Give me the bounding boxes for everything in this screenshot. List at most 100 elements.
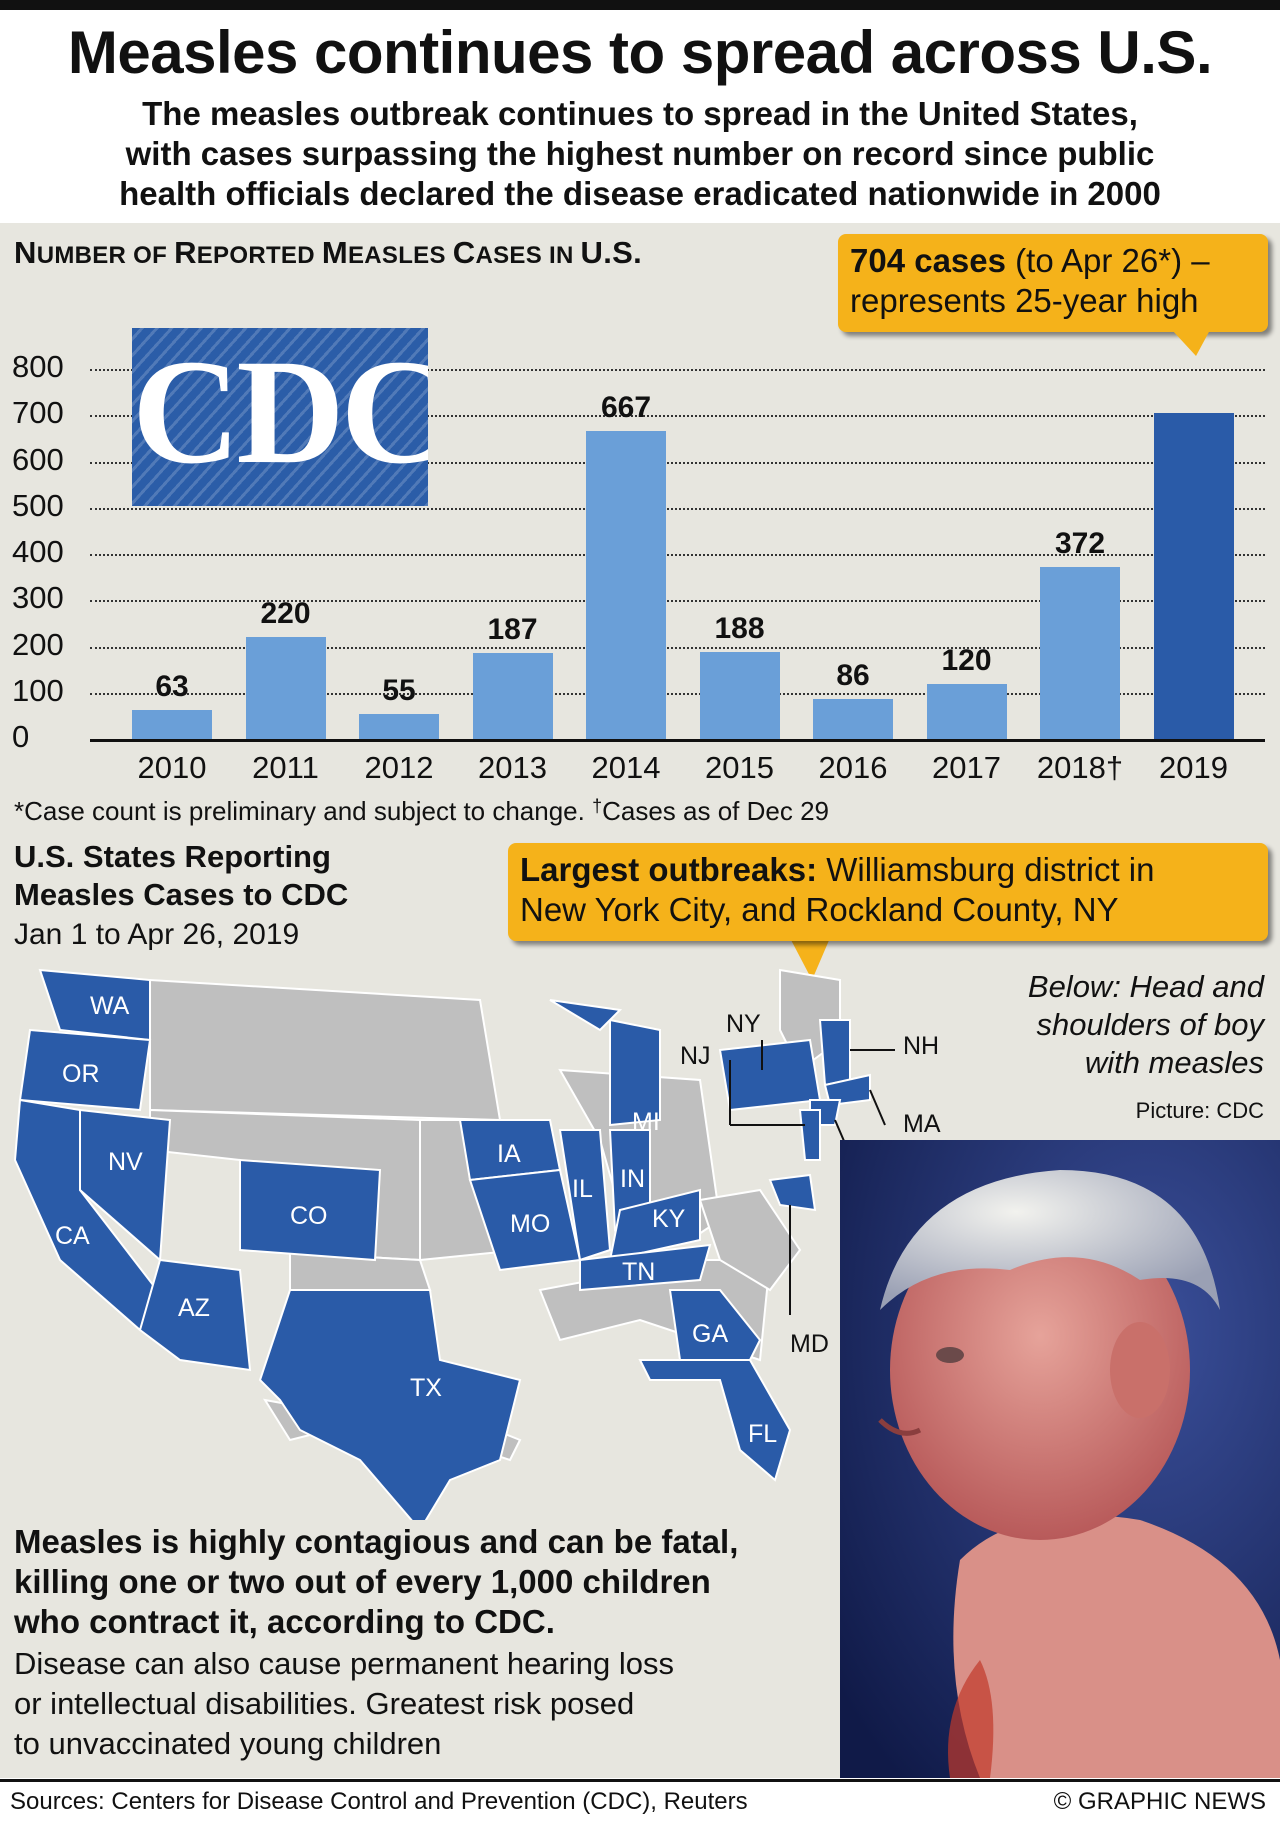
state-ky <box>608 1188 701 1262</box>
boy-with-measles-photo <box>840 1140 1280 1778</box>
ear <box>1110 1322 1170 1418</box>
state-label-ny: NY <box>726 1010 761 1038</box>
x-tick-label: 2016 <box>818 750 888 785</box>
x-tick-label: 2010 <box>137 750 207 785</box>
bar-value-label: 63 <box>155 669 189 703</box>
callout-2019-line2: represents 25-year high <box>850 282 1199 319</box>
x-tick-label: 2017 <box>932 750 1001 785</box>
sources: Sources: Centers for Disease Control and… <box>10 1788 748 1815</box>
callout-2019-text: (to Apr 26*) – <box>1006 242 1210 279</box>
bar-2015 <box>699 652 780 739</box>
bar-2019 <box>1153 413 1234 739</box>
state-tn <box>579 1243 712 1292</box>
x-tick-label: 2012 <box>364 750 434 785</box>
photo-illustration <box>840 1140 1280 1778</box>
us-map-svg <box>13 968 895 1532</box>
state-ga <box>668 1289 762 1361</box>
bar-value-label: 667 <box>600 390 652 424</box>
mouth <box>878 1418 922 1436</box>
x-axis-line <box>90 739 1265 742</box>
x-tick-label: 2018† <box>1036 750 1124 785</box>
subtitle-line: health officials declared the disease er… <box>119 175 1161 212</box>
callout-outbreaks-text: Williamsburg district in <box>817 851 1155 888</box>
gridline <box>90 554 1265 556</box>
chart-title: NUMBER OF REPORTED MEASLES CASES IN U.S. <box>14 235 643 270</box>
shirt-detail <box>948 1660 994 1778</box>
bar-value-label: 86 <box>836 659 870 693</box>
state-label-or: OR <box>62 1060 100 1088</box>
y-tick-label: 800 <box>12 349 64 384</box>
y-tick-label: 400 <box>12 534 64 569</box>
map-title-line2: Measles Cases to CDC <box>14 877 349 912</box>
gridline <box>90 646 1265 649</box>
state-ny <box>718 1038 822 1112</box>
body-text: Disease can also cause permanent hearing… <box>14 1646 674 1761</box>
gridline <box>90 600 1265 603</box>
state-north-plains <box>149 978 502 1122</box>
state-label-in: IN <box>620 1165 645 1193</box>
y-tick-label: 200 <box>12 626 64 662</box>
gridline <box>90 461 1265 464</box>
state-label-nv: NV <box>108 1148 143 1176</box>
bar-2010 <box>132 709 212 739</box>
y-tick-label: 0 <box>12 719 30 754</box>
state-label-ia: IA <box>497 1140 521 1168</box>
state-label-ky: KY <box>652 1205 686 1233</box>
gridline <box>90 369 1265 371</box>
state-label-tx: TX <box>410 1374 442 1402</box>
subtitle-line: The measles outbreak continues to spread… <box>142 95 1138 132</box>
y-tick-label: 300 <box>12 580 64 616</box>
bar-value-label: 55 <box>382 673 416 707</box>
logo-text: CDC <box>132 329 428 495</box>
x-tick-label: 2014 <box>591 750 661 785</box>
callout-outbreaks-bold: Largest outbreaks: <box>520 851 818 888</box>
state-label-mi: MI <box>632 1108 660 1136</box>
state-label-mo: MO <box>510 1210 551 1238</box>
x-tick-label: 2013 <box>478 750 547 785</box>
copyright: © GRAPHIC NEWS <box>1053 1788 1266 1815</box>
y-tick-label: 600 <box>12 441 64 477</box>
bar-2016 <box>813 699 893 739</box>
bar-value-label: 187 <box>487 612 538 646</box>
state-co <box>239 1158 382 1262</box>
bar-2013 <box>472 652 553 739</box>
cdc-logo: CDC <box>132 328 428 506</box>
x-tick-label: 2019 <box>1159 750 1228 785</box>
us-map: WA OR CA NV AZ CO TX IA MO IL IN MI KY T… <box>0 960 941 1532</box>
state-label-wa: WA <box>90 992 130 1020</box>
x-tick-label: 2011 <box>252 750 319 785</box>
bar-2017 <box>926 683 1007 739</box>
y-tick-label: 100 <box>12 672 64 708</box>
state-or <box>18 1028 152 1112</box>
state-ma <box>823 1073 871 1107</box>
state-label-nj: NJ <box>680 1042 711 1070</box>
bar-2011 <box>245 637 326 739</box>
gridline <box>90 507 1265 510</box>
subtitle-line: with cases surpassing the highest number… <box>125 135 1155 172</box>
state-md <box>768 1173 817 1212</box>
map-title: U.S. States Reporting Measles Cases to C… <box>14 838 348 914</box>
state-label-nh: NH <box>903 1032 940 1060</box>
bar-value-label: 220 <box>260 597 311 631</box>
face <box>890 1200 1190 1540</box>
footnote: *Case count is preliminary and subject t… <box>14 796 829 826</box>
top-rule <box>0 0 1280 10</box>
state-fl <box>638 1359 792 1482</box>
bar-value-label: 188 <box>714 612 765 646</box>
subtitle: The measles outbreak continues to spread… <box>60 94 1220 214</box>
bar-2018 <box>1040 566 1120 739</box>
state-label-il: IL <box>572 1175 593 1203</box>
eye <box>936 1347 964 1363</box>
lead-text: Measles is highly contagious and can be … <box>14 1523 739 1640</box>
map-title-line1: U.S. States Reporting <box>14 839 331 874</box>
state-label-az: AZ <box>178 1294 210 1322</box>
hair <box>880 1170 1220 1310</box>
state-label-ma: MA <box>903 1110 941 1138</box>
callout-outbreaks: Largest outbreaks: Williamsburg district… <box>508 843 1268 941</box>
state-il <box>558 1129 612 1262</box>
state-tx <box>258 1289 522 1532</box>
photo-credit: Picture: CDC <box>1135 1098 1264 1123</box>
x-tick-label: 2015 <box>705 750 774 785</box>
state-label-ga: GA <box>692 1320 729 1348</box>
map-date-range: Jan 1 to Apr 26, 2019 <box>14 918 300 951</box>
